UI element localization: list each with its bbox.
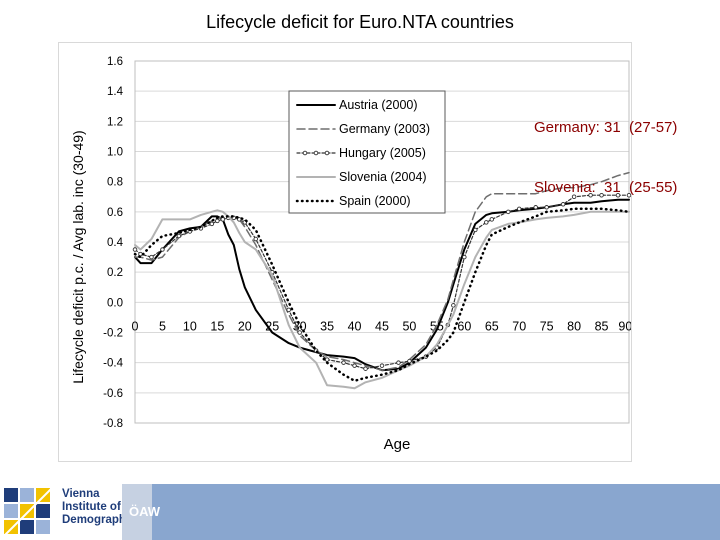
series-point-2: [489, 217, 495, 222]
lifecycle-deficit-chart: 1.6 1.4 1.2 1.0 0.8 0.6 0.4 0.2 0.0 -0.2 -0.4 -0.6 -…: [70, 56, 631, 453]
series-point-2: [571, 194, 577, 199]
y-tick-label: 1.0: [107, 147, 123, 159]
series-point-2: [286, 307, 291, 313]
series-point-2: [544, 205, 549, 210]
logo-line-1: Vienna: [62, 488, 100, 500]
series-point-2: [324, 357, 330, 362]
series-point-2: [297, 330, 302, 335]
vienna-institute-text: Vienna Institute of Demography: [62, 488, 132, 527]
annotation-box: Germany: 31 (27-57) Slovenia: 31 (25-55): [534, 78, 677, 218]
annotation-slovenia: Slovenia: 31 (25-55): [534, 179, 678, 196]
y-tick-label: -0.6: [103, 388, 123, 400]
y-tick-label: 0.2: [107, 267, 123, 279]
series-point-2: [407, 358, 412, 364]
x-tick-label: 90+: [618, 319, 631, 333]
y-tick-label: 0.4: [107, 237, 124, 249]
footer-band: [150, 484, 720, 540]
series-line-3: [134, 209, 630, 390]
slide-title: Lifecycle deficit for Euro.NTA countries: [206, 12, 514, 32]
x-tick-label: 85: [595, 319, 609, 333]
series-point-2: [176, 233, 182, 239]
x-axis-label: Age: [384, 436, 411, 453]
series-line-0: [134, 198, 630, 372]
y-tick-label: 1.4: [107, 86, 124, 98]
x-tick-label: 15: [210, 319, 224, 333]
series-point-2: [220, 217, 226, 222]
series-point-2: [396, 360, 401, 365]
legend-label-2: Hungary (2005): [339, 146, 426, 160]
x-tick-label: 65: [485, 319, 499, 333]
x-tick-label: 0: [132, 319, 139, 333]
legend-layer: Austria (2000) Germany (2003) Hungary (200…: [288, 90, 446, 214]
plot-border: [134, 60, 630, 424]
series-point-2: [363, 366, 368, 371]
series-point-2: [588, 192, 593, 198]
series-point-2: [615, 192, 621, 198]
x-tick-label: 80: [567, 319, 581, 333]
academy-logo-text: ÖAW: [129, 504, 161, 519]
x-tick-label: 5: [159, 319, 166, 333]
x-tick-label: 35: [320, 319, 334, 333]
series-point-2: [215, 218, 220, 224]
x-tick-label: 50: [402, 319, 416, 333]
x-tick-label: 60: [457, 319, 471, 333]
x-tick-label: 45: [375, 319, 389, 333]
series-point-2: [132, 247, 138, 252]
series-point-2: [484, 220, 489, 225]
legend-label-3: Slovenia (2004): [339, 170, 427, 184]
series-line-4: [133, 207, 631, 383]
series-point-2: [560, 202, 566, 207]
series-point-2: [533, 205, 538, 210]
series-point-2: [516, 206, 522, 212]
x-tick-label: 70: [512, 319, 526, 333]
chart-container: 1.6 1.4 1.2 1.0 0.8 0.6 0.4 0.2 0.0 -0.2 -0.4 -0.6 -…: [58, 42, 632, 462]
y-tick-label: 1.2: [107, 116, 123, 128]
legend-marker: [302, 150, 308, 156]
y-tick-label: -0.2: [103, 328, 123, 340]
series-layer: [132, 171, 631, 390]
x-tick-label: 25: [265, 319, 279, 333]
vienna-institute-logo: [0, 484, 118, 540]
series-point-2: [379, 363, 385, 368]
x-tick-label: 10: [183, 319, 197, 333]
series-point-2: [352, 363, 357, 368]
y-tick-label: -0.8: [103, 418, 123, 430]
y-tick-label: -0.4: [103, 358, 123, 370]
y-tick-label: 0.8: [107, 177, 123, 189]
legend-marker: [313, 150, 319, 156]
series-point-2: [599, 192, 604, 198]
series-point-2: [253, 236, 259, 242]
legend-marker: [324, 150, 330, 156]
series-point-2: [473, 227, 478, 233]
y-tick-label: 1.6: [107, 56, 123, 68]
x-tick-label: 40: [348, 319, 362, 333]
x-tick-label: 20: [238, 319, 252, 333]
x-tick-label: 75: [540, 319, 554, 333]
academy-logo: [122, 484, 152, 540]
series-point-2: [626, 192, 631, 198]
series-point-2: [160, 247, 165, 252]
series-line-2: [134, 194, 630, 370]
legend-label-0: Austria (2000): [339, 98, 418, 112]
annotation-germany: Germany: 31 (27-57): [534, 119, 678, 136]
series-point-2: [451, 303, 456, 308]
legend-label-4: Spain (2000): [339, 194, 411, 208]
y-axis-label: Lifecycle deficit p.c. / Avg lab. inc (3…: [70, 130, 86, 383]
series-point-2: [149, 254, 154, 260]
series-point-2: [209, 221, 215, 227]
legend-label-1: Germany (2003): [339, 122, 430, 136]
y-tick-label: 0.0: [107, 297, 123, 309]
series-point-2: [505, 209, 511, 215]
logo-line-3: Demography: [62, 514, 133, 526]
axis-layer: 1.6 1.4 1.2 1.0 0.8 0.6 0.4 0.2 0.0 -0.2 -0.4 -0.6 -…: [103, 56, 631, 430]
series-point-2: [462, 254, 467, 260]
logo-line-2: Institute of: [62, 501, 121, 513]
y-tick-label: 0.6: [107, 207, 123, 219]
series-point-2: [341, 360, 346, 365]
